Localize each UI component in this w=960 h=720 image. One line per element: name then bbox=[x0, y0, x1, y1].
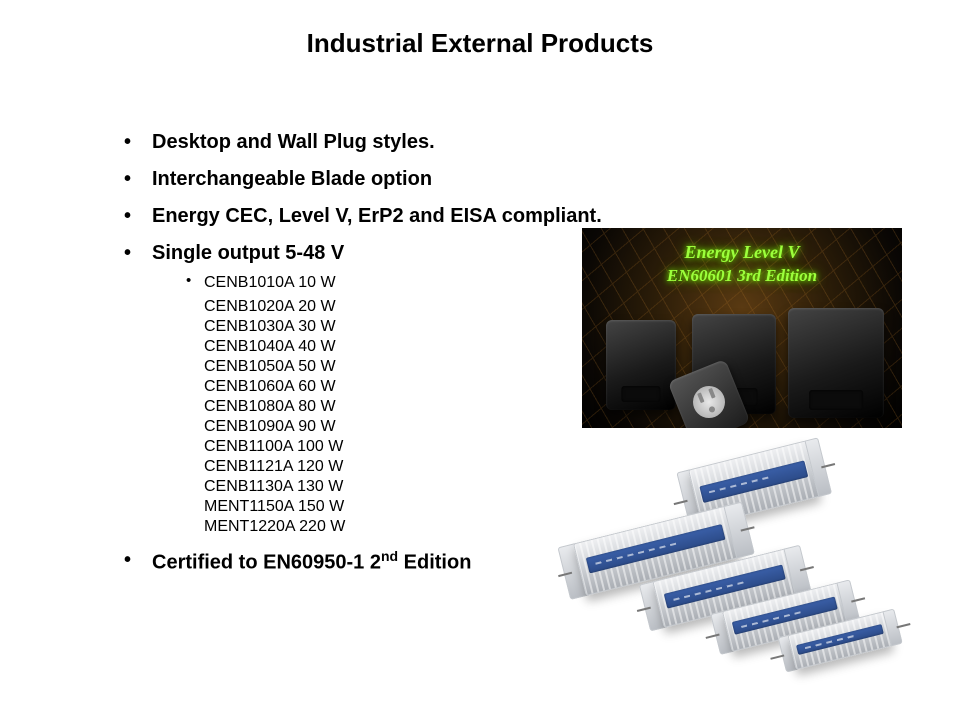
product-line: CENB1100A 100 W bbox=[204, 437, 640, 457]
photo-overlay-text: EN60601 3rd Edition bbox=[667, 266, 817, 286]
product-line: CENB1040A 40 W bbox=[204, 337, 640, 357]
photo-overlay-text: Energy Level V bbox=[685, 242, 800, 263]
bullet-item: Interchangeable Blade option bbox=[120, 166, 640, 193]
desktop-adapter-icon bbox=[788, 308, 884, 418]
product-line: CENB1050A 50 W bbox=[204, 357, 640, 377]
superscript: nd bbox=[381, 548, 398, 564]
product-line: CENB1080A 80 W bbox=[204, 397, 640, 417]
product-line: CENB1090A 90 W bbox=[204, 417, 640, 437]
bullet-item: Energy CEC, Level V, ErP2 and EISA compl… bbox=[120, 203, 640, 230]
bullet-text: Single output 5-48 V bbox=[152, 242, 344, 264]
bullet-text-part: Certified to EN60950-1 2 bbox=[152, 552, 381, 574]
bullet-text-part: Edition bbox=[398, 552, 471, 574]
product-photo-psus bbox=[542, 468, 912, 668]
bullet-item: Desktop and Wall Plug styles. bbox=[120, 129, 640, 156]
product-line: CENB1010A 10 W bbox=[186, 273, 640, 293]
product-line: CENB1030A 30 W bbox=[204, 317, 640, 337]
slide-title: Industrial External Products bbox=[60, 28, 900, 59]
product-line: CENB1020A 20 W bbox=[204, 297, 640, 317]
product-line: CENB1060A 60 W bbox=[204, 377, 640, 397]
product-photo-adapters: Energy Level V EN60601 3rd Edition bbox=[582, 228, 902, 428]
sub-bullet-list: CENB1010A 10 W bbox=[186, 273, 640, 293]
slide: Industrial External Products Desktop and… bbox=[0, 0, 960, 720]
desktop-adapter-icon bbox=[606, 320, 676, 410]
